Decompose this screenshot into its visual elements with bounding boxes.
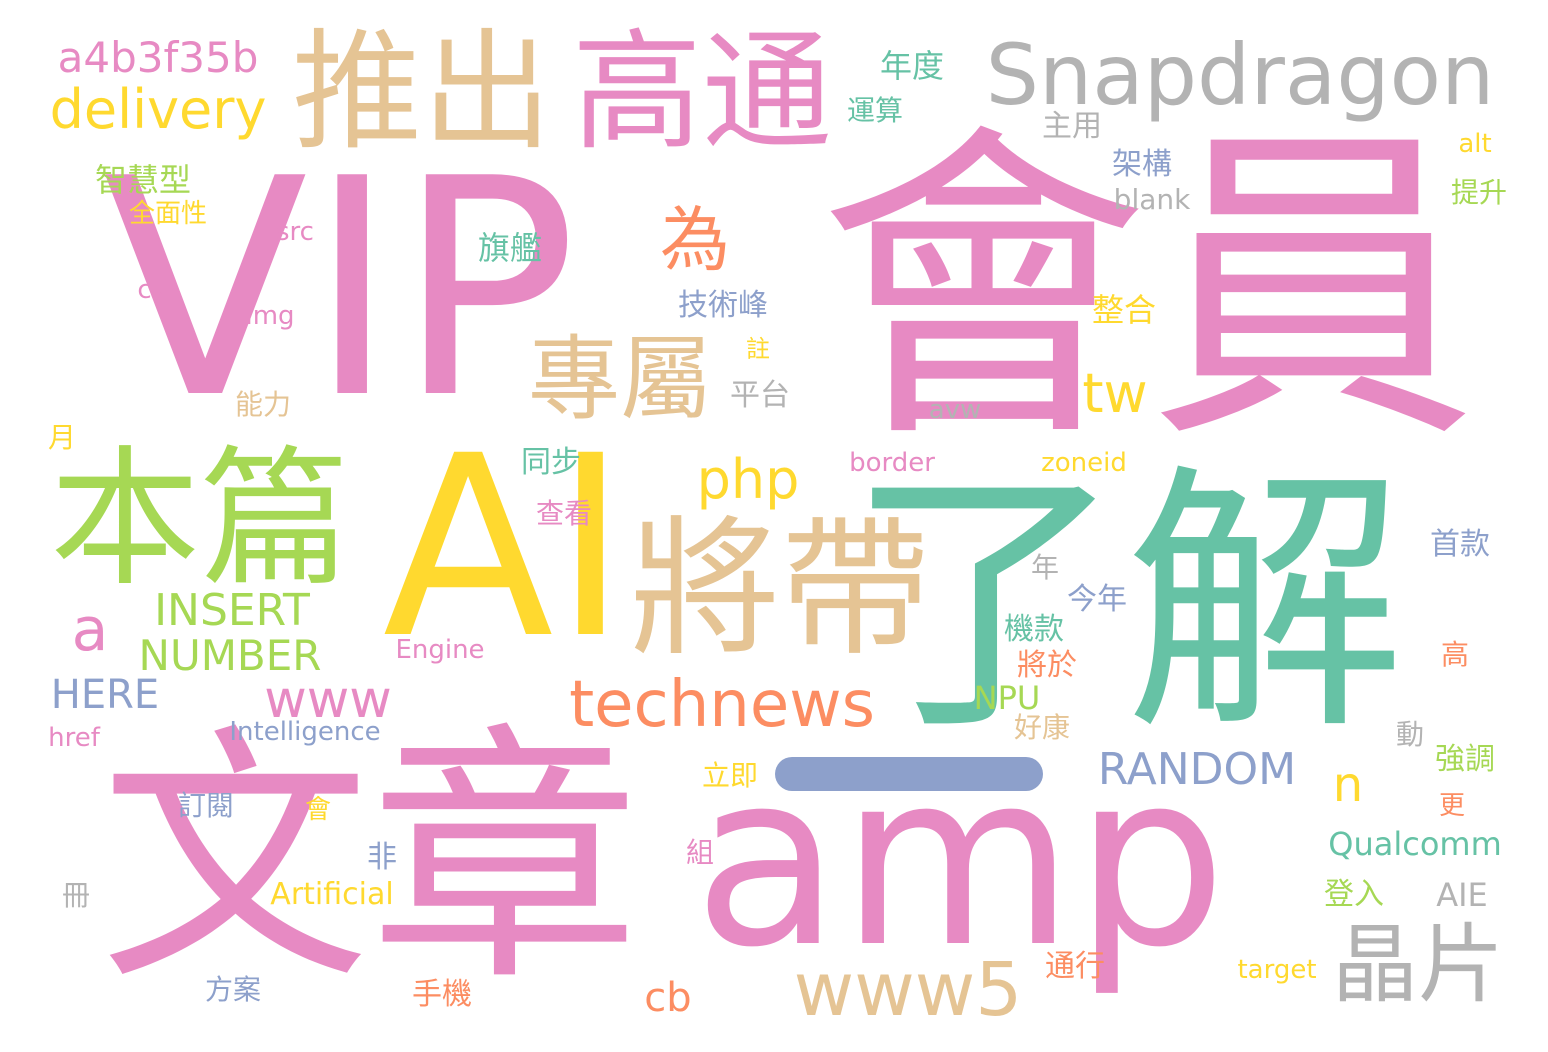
word-nian-du: 年度 bbox=[879, 47, 945, 85]
word-ai: AI bbox=[382, 402, 628, 693]
word-yun-suan: 運算 bbox=[846, 94, 904, 127]
word-gao: 高 bbox=[1440, 638, 1470, 671]
word-quan-mian-xing: 全面性 bbox=[128, 199, 208, 229]
word-jiang-yu: 將於 bbox=[1017, 648, 1077, 683]
word-geng: 更 bbox=[1438, 791, 1466, 821]
word-tong-xing: 通行 bbox=[1045, 949, 1105, 984]
word-npu: NPU bbox=[973, 679, 1041, 717]
word-dong: 動 bbox=[1395, 718, 1425, 751]
word-ti-sheng: 提升 bbox=[1450, 176, 1508, 209]
word-shou-ji: 手機 bbox=[412, 977, 472, 1012]
word-jin-nian: 今年 bbox=[1067, 582, 1127, 617]
word-shou-kuan: 首款 bbox=[1430, 527, 1490, 562]
word-ce: 冊 bbox=[61, 879, 91, 912]
word-border: border bbox=[849, 448, 935, 478]
word-a4b3f35b: a4b3f35b bbox=[57, 33, 259, 82]
word-hui: 會 bbox=[304, 795, 332, 825]
word-technews: technews bbox=[569, 668, 875, 742]
word-zhu: 註 bbox=[746, 335, 770, 363]
blank-dash-shape bbox=[775, 757, 1043, 791]
word-avw: avw bbox=[928, 395, 982, 425]
word-li-ji: 立即 bbox=[701, 759, 759, 792]
word-qiang-diao: 強調 bbox=[1435, 742, 1495, 777]
word-hao-kang: 好康 bbox=[1013, 711, 1071, 744]
word-a: a bbox=[71, 595, 109, 665]
word-ck: ck bbox=[137, 275, 167, 305]
word-neng-li: 能力 bbox=[234, 388, 292, 421]
word-zheng-he: 整合 bbox=[1091, 291, 1157, 329]
word-tong-bu: 同步 bbox=[521, 445, 581, 480]
word-www5: www5 bbox=[793, 947, 1023, 1033]
word-nian: 年 bbox=[1030, 551, 1060, 584]
word-ji-kuan: 機款 bbox=[1004, 612, 1064, 647]
word-hui-yuan: 會員 bbox=[818, 98, 1478, 482]
word-wen-zhang: 文章 bbox=[100, 702, 640, 1017]
word-deng-ru: 登入 bbox=[1324, 877, 1384, 912]
word-gao-tong: 高通 bbox=[571, 16, 833, 168]
word-zoneid: zoneid bbox=[1041, 448, 1127, 478]
word-src: src bbox=[276, 217, 314, 247]
word-jing-pian: 晶片 bbox=[1332, 915, 1504, 1015]
word-qi-jian: 旗艦 bbox=[477, 229, 543, 267]
word-random: RANDOM bbox=[1097, 744, 1297, 795]
word-yue: 月 bbox=[47, 421, 77, 454]
word-target: target bbox=[1237, 955, 1317, 985]
word-fei: 非 bbox=[367, 840, 397, 875]
word-ping-tai: 平台 bbox=[730, 378, 790, 413]
word-jia-gou: 架構 bbox=[1112, 147, 1172, 182]
word-img: img bbox=[245, 301, 295, 331]
word-ben-pian: 本篇 bbox=[49, 433, 351, 607]
word-zhuan-shu: 專屬 bbox=[527, 326, 713, 433]
word-n: n bbox=[1332, 757, 1364, 813]
word-number: NUMBER bbox=[138, 631, 322, 680]
word-blank: blank bbox=[1113, 183, 1191, 216]
word-ding-yue: 訂閱 bbox=[177, 789, 235, 822]
word-insert: INSERT bbox=[154, 585, 310, 636]
word-intelligence: Intelligence bbox=[229, 717, 381, 747]
word-amp: amp bbox=[693, 720, 1227, 1000]
word-here: HERE bbox=[50, 672, 160, 718]
word-zu: 組 bbox=[685, 836, 715, 869]
word-tui-chu: 推出 bbox=[291, 16, 553, 168]
word-php: php bbox=[696, 448, 800, 511]
word-cha-kan: 查看 bbox=[535, 497, 593, 530]
word-engine: Engine bbox=[395, 635, 485, 665]
word-zhi-hui-xing: 智慧型 bbox=[94, 161, 192, 199]
word-delivery: delivery bbox=[49, 78, 267, 141]
word-aie: AIE bbox=[1436, 876, 1488, 914]
word-wei: 為 bbox=[660, 199, 730, 281]
word-jiang-dai: 將帶 bbox=[629, 503, 931, 677]
word-fang-an: 方案 bbox=[204, 973, 262, 1006]
word-zhu-yong: 主用 bbox=[1042, 109, 1102, 144]
word-snapdragon: Snapdragon bbox=[985, 26, 1495, 124]
word-qualcomm: Qualcomm bbox=[1328, 825, 1502, 863]
word-alt: alt bbox=[1458, 129, 1492, 159]
word-vip: VIP bbox=[102, 115, 578, 464]
word-artificial: Artificial bbox=[270, 877, 394, 912]
word-cb: cb bbox=[644, 975, 692, 1021]
word-www: www bbox=[264, 670, 392, 730]
word-href: href bbox=[48, 723, 100, 753]
word-tw: tw bbox=[1082, 362, 1148, 425]
word-ji-shu-feng: 技術峰 bbox=[678, 288, 768, 323]
word-liao-jie: 了解 bbox=[845, 442, 1405, 768]
